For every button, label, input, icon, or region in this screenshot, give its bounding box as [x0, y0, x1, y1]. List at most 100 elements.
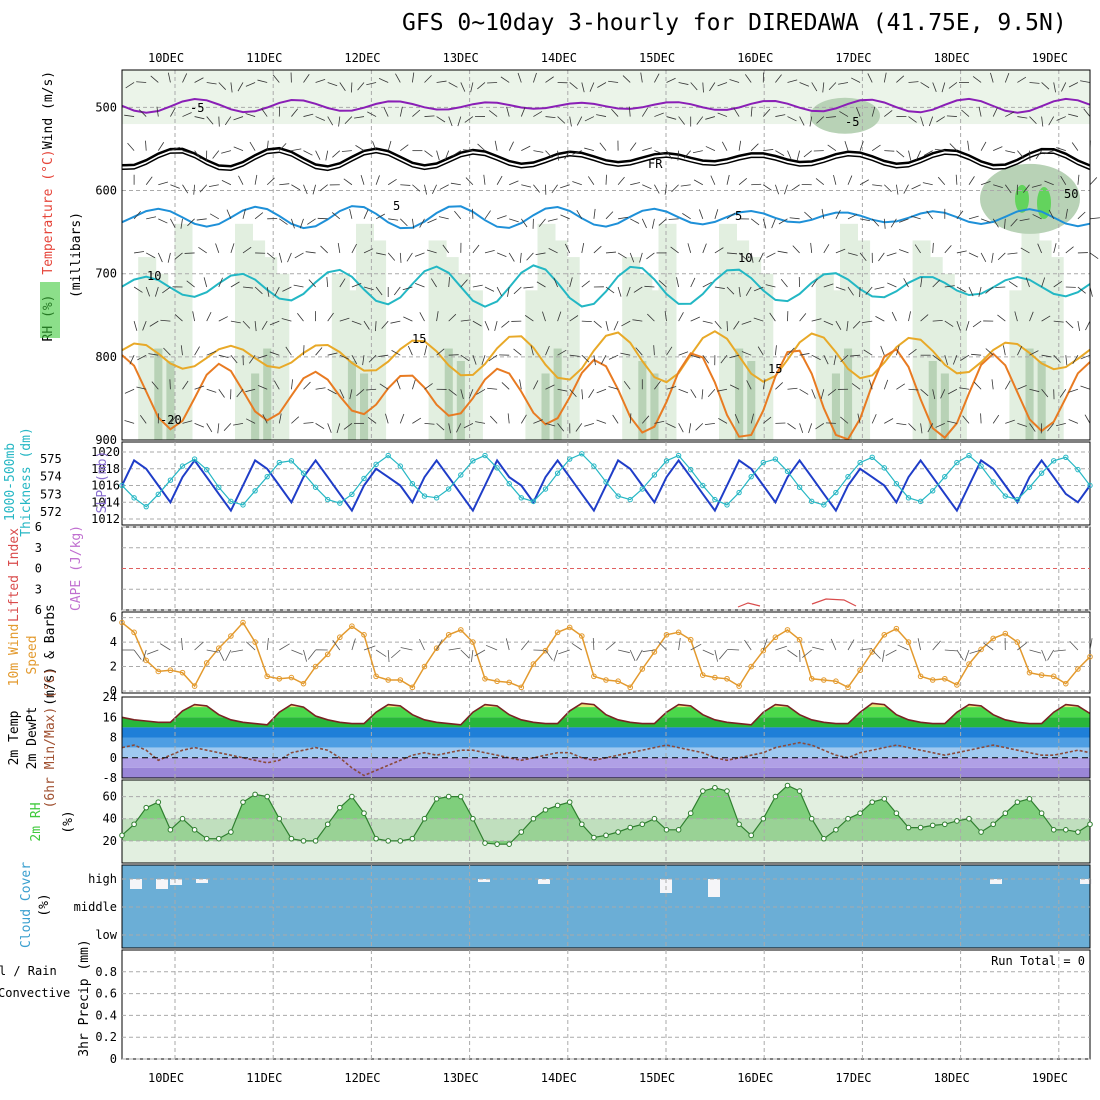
- wind-barb: [362, 355, 365, 366]
- wind-barb: [424, 345, 428, 356]
- temp-band: [122, 727, 1090, 738]
- wind-barb: [702, 281, 712, 288]
- wind-barb: [596, 388, 607, 394]
- wind-barb: [137, 354, 147, 361]
- wind-barb: [908, 81, 919, 83]
- ylabel-wind: Wind (m/s): [41, 71, 56, 149]
- wind-barb: [718, 418, 728, 424]
- wind-barb: [530, 345, 534, 356]
- wind-barb: [339, 278, 346, 288]
- wind-barb: [632, 319, 643, 322]
- wind-barb: [471, 208, 474, 219]
- wind-barb: [1029, 350, 1039, 356]
- rh-shade-mid: [844, 348, 853, 440]
- wind-barb: [351, 354, 358, 365]
- wind-speed-marker: [857, 667, 863, 674]
- rh2m-marker: [554, 802, 561, 809]
- lifted-line: [811, 598, 857, 607]
- wind-barb: [799, 423, 804, 434]
- thickness-marker: [942, 473, 948, 480]
- date-label-top: 10DEC: [148, 51, 184, 65]
- rh2m-marker: [349, 793, 355, 800]
- wind-barb: [997, 314, 1006, 322]
- wind-barb: [282, 286, 292, 292]
- wind-barb: [569, 389, 577, 397]
- wind-barb: [908, 348, 917, 356]
- ylabel-rh2m-1: 2m RH: [29, 802, 44, 841]
- wind10m-barb: [847, 639, 855, 651]
- wind-barb: [576, 209, 583, 220]
- wind-barb: [980, 141, 987, 151]
- wind-barb: [593, 320, 602, 328]
- contour-label: 10: [147, 269, 161, 283]
- wind-barb: [584, 422, 595, 427]
- wind10m-barb: [390, 649, 401, 659]
- wind-barb: [920, 314, 929, 322]
- wind-barb: [396, 379, 401, 390]
- wind-barb: [666, 386, 677, 390]
- wind-barb: [1029, 150, 1031, 161]
- wind10m-barb: [1029, 649, 1042, 654]
- wind-barb: [194, 77, 204, 83]
- rh2m-marker: [675, 827, 682, 833]
- wind-speed-marker: [276, 675, 283, 682]
- wind-speed-marker: [917, 673, 924, 680]
- wind-barb: [468, 389, 474, 399]
- wind-speed-marker: [506, 679, 513, 686]
- wind-barb: [1007, 252, 1018, 255]
- wind-speed-marker: [845, 684, 851, 691]
- wind-barb: [148, 353, 159, 356]
- cloud-gap: [156, 879, 168, 889]
- wind-barb: [581, 280, 590, 288]
- wind-barb: [729, 384, 740, 390]
- wind-speed-marker: [990, 635, 997, 642]
- wind-barb: [299, 218, 304, 229]
- ylabel-thickness-1: 1000-500mb: [3, 443, 18, 521]
- wind-barb: [494, 140, 498, 151]
- wind-barb: [956, 250, 967, 254]
- wind-speed-marker: [1063, 680, 1069, 687]
- wind10m-barb: [307, 649, 316, 660]
- wind-barb: [476, 388, 486, 395]
- thickness-marker: [518, 495, 524, 501]
- ylabel-millibars: (millibars): [69, 212, 84, 298]
- upper-ytick: 500: [95, 100, 117, 114]
- wind-barb: [620, 352, 631, 356]
- wind-barb: [206, 311, 212, 322]
- wind-barb: [874, 286, 885, 290]
- wind-barb: [230, 320, 241, 324]
- wind-barb: [991, 252, 994, 263]
- wind-barb: [641, 415, 650, 424]
- wind-barb: [908, 311, 911, 322]
- wind-barb: [245, 113, 256, 117]
- wind10m-barb: [206, 649, 219, 653]
- wind-speed-marker: [385, 677, 392, 683]
- wind-barb: [780, 278, 788, 288]
- wind-speed-marker: [954, 682, 960, 688]
- thickness-marker: [433, 495, 440, 501]
- wind-barb: [1056, 116, 1066, 121]
- wind-barb: [199, 184, 207, 193]
- wind-barb: [533, 380, 539, 390]
- wind-barb: [375, 175, 380, 185]
- wind-barb: [1080, 80, 1091, 83]
- wind-barb: [375, 213, 386, 220]
- wind-barb: [738, 252, 747, 260]
- wind-barb: [726, 286, 735, 295]
- wind-barb: [500, 76, 510, 83]
- wind-speed-marker: [445, 631, 452, 638]
- wind-barb: [233, 422, 244, 426]
- upper-frame: [121, 69, 1091, 441]
- temp-ytick: -8: [103, 771, 117, 785]
- wind-barb: [272, 74, 280, 83]
- rh2m-marker: [228, 829, 234, 835]
- wind-barb: [791, 184, 800, 191]
- wind-barb: [279, 183, 290, 186]
- wind-barb: [1017, 422, 1028, 427]
- wind-barb: [621, 320, 631, 327]
- wind-barb: [533, 72, 537, 83]
- wind-barb: [654, 381, 661, 390]
- wind-barb: [1031, 184, 1042, 188]
- wind-barb: [608, 80, 619, 83]
- wind-barb: [750, 252, 754, 263]
